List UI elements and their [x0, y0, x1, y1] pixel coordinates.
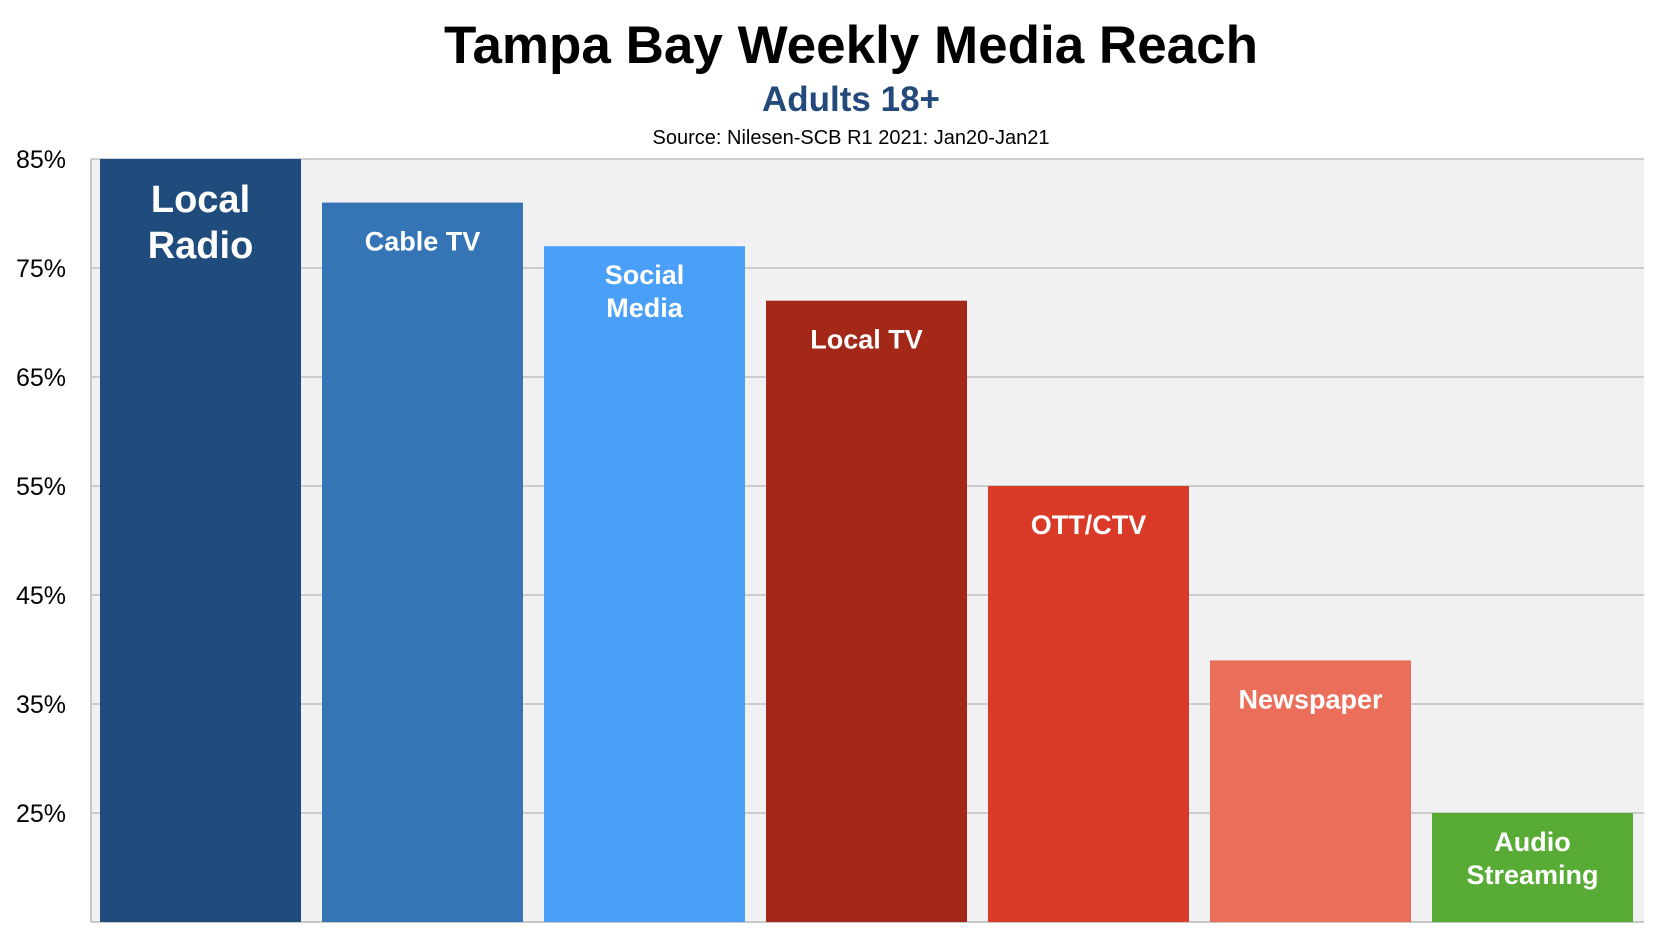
bar-label: Social: [605, 260, 685, 290]
bar-label: Local: [151, 179, 250, 221]
bar: [322, 202, 523, 923]
bar-label: Audio: [1494, 827, 1570, 857]
bar: [766, 300, 967, 922]
chart-subtitle: Adults 18+: [762, 80, 940, 119]
chart-source: Source: Nilesen-SCB R1 2021: Jan20-Jan21: [653, 127, 1050, 149]
y-tick-label: 85%: [16, 146, 66, 174]
chart-title: Tampa Bay Weekly Media Reach: [444, 16, 1258, 75]
bar: [544, 246, 745, 922]
bar-label: Cable TV: [365, 227, 481, 257]
bar-label: Streaming: [1466, 860, 1598, 890]
y-tick-label: 65%: [16, 364, 66, 392]
bar-label: OTT/CTV: [1031, 510, 1147, 540]
bar: [988, 486, 1189, 922]
bar: [1210, 660, 1411, 922]
bar-label: Local TV: [810, 325, 923, 355]
bar: [100, 159, 301, 922]
bar-label: Newspaper: [1238, 684, 1383, 714]
bar-label: Media: [606, 293, 684, 323]
y-tick-label: 55%: [16, 473, 66, 501]
bar-label: Radio: [148, 225, 254, 267]
y-tick-label: 75%: [16, 255, 66, 283]
y-tick-label: 45%: [16, 582, 66, 610]
y-tick-label: 35%: [16, 691, 66, 719]
bar: [1432, 813, 1633, 922]
y-tick-label: 25%: [16, 800, 66, 828]
